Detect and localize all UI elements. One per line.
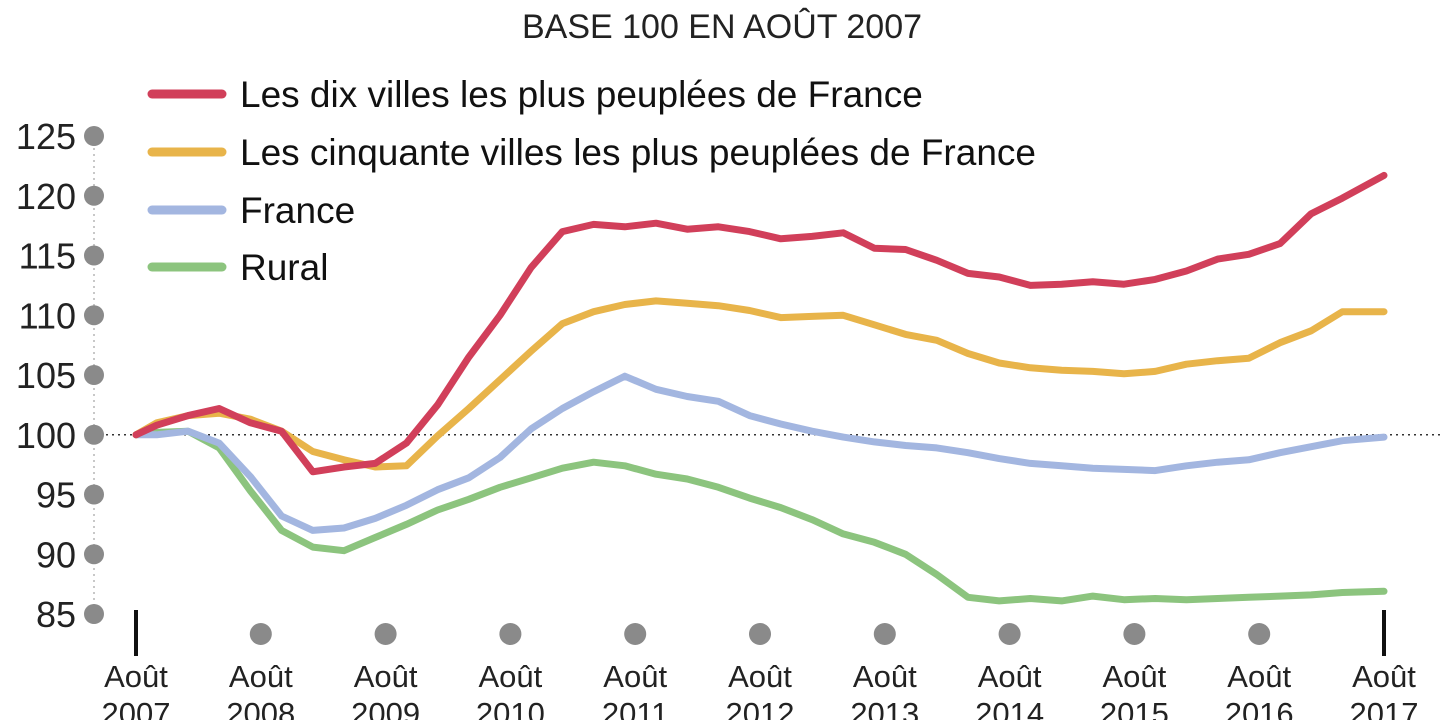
x-tick-label: Août [1103,659,1167,694]
x-tick-label: 2008 [226,696,295,720]
chart-title: BASE 100 EN AOÛT 2007 [522,8,922,46]
x-tick-label: Août [229,659,293,694]
x-tick-marker [1248,623,1271,645]
legend-label: Les cinquante villes les plus peuplées d… [240,132,1036,173]
x-tick-marker [624,623,647,645]
y-tick-marker [84,365,104,385]
x-tick-label: Août [354,659,418,694]
x-tick-label: 2013 [850,696,919,720]
series-line-rural [132,427,1388,605]
y-tick-label: 85 [36,594,76,635]
y-tick-marker [84,185,104,206]
y-tick-marker [84,484,104,505]
y-tick-label: 115 [19,236,76,277]
series-line-les-dix-villes-les-plus-peuplees-de-france [132,171,1388,476]
x-tick-label: 2017 [1350,696,1419,720]
x-tick-marker [873,623,896,645]
x-tick-marker [499,623,522,645]
x-tick-label: 2012 [726,696,795,720]
x-tick-marker [749,623,771,645]
x-tick-label: Août [104,659,168,694]
x-tick-label: 2009 [351,696,420,720]
x-tick-label: 2011 [602,696,669,720]
x-tick-label: Août [479,659,543,694]
x-tick-marker [249,623,272,645]
x-tick-label: Août [603,659,667,694]
x-tick-label: Août [1352,659,1416,694]
y-tick-label: 110 [19,295,76,336]
y-tick-label: 95 [36,475,76,516]
legend-label: France [240,190,355,231]
x-tick-marker [374,623,397,645]
y-tick-marker [84,305,104,326]
series-line-france [132,372,1388,534]
series-line-les-cinquante-villes-les-plus-peuplees-de-france [132,297,1388,471]
x-tick-marker [1123,623,1146,645]
x-tick-label: Août [1227,659,1291,694]
x-tick-label: Août [728,659,792,694]
y-tick-label: 90 [36,534,76,575]
legend: Les dix villes les plus peuplées de Fran… [147,74,1036,288]
x-tick-label: 2016 [1225,696,1294,720]
x-tick-label: 2014 [975,696,1044,720]
y-tick-marker [84,245,104,266]
axes: 125120115110105100959085Août2007Août2008… [16,116,1419,720]
x-tick-label: 2010 [476,696,545,720]
x-tick-marker [998,623,1021,645]
y-tick-label: 100 [16,415,76,456]
series-layer [132,171,1388,605]
legend-label: Rural [240,247,328,288]
y-tick-marker [84,544,104,565]
legend-label: Les dix villes les plus peuplées de Fran… [240,74,923,115]
y-tick-marker [84,424,104,445]
x-tick-label: 2007 [102,696,171,720]
x-tick-label: Août [978,659,1042,694]
y-tick-label: 105 [16,355,76,396]
x-tick-label: Août [853,659,917,694]
y-tick-label: 120 [16,176,76,217]
y-tick-marker [84,604,104,624]
y-tick-marker [84,126,104,146]
x-tick-label: 2015 [1100,696,1169,720]
y-tick-label: 125 [16,116,76,157]
